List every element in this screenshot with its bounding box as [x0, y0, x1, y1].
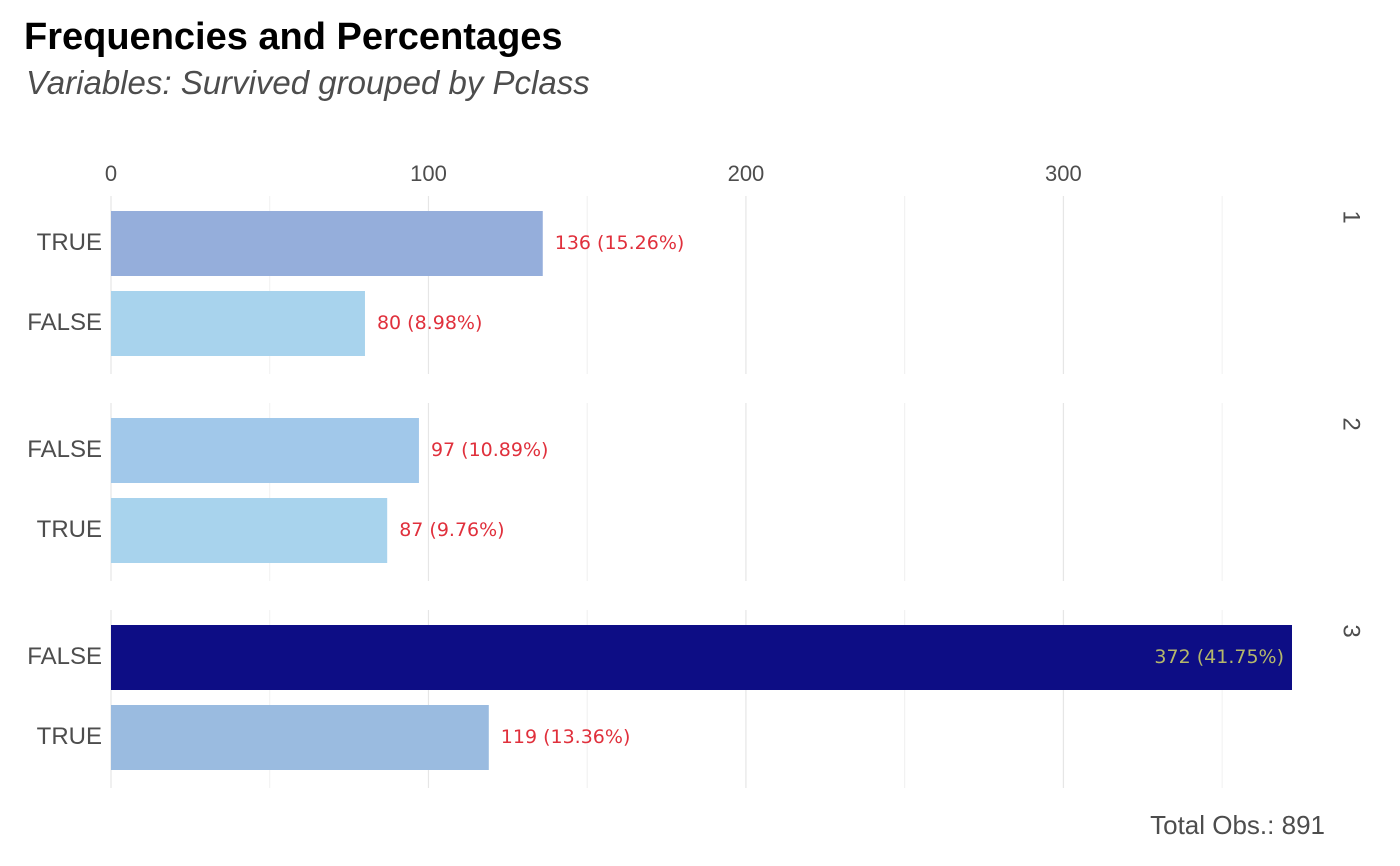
x-tick-label: 300: [1045, 161, 1082, 186]
category-label: TRUE: [37, 723, 102, 750]
category-label: TRUE: [37, 229, 102, 256]
category-label: FALSE: [27, 643, 102, 670]
facet-label: 1: [1338, 210, 1365, 223]
labels-layer: 1 TRUE 136 (15.26%) FALSE 80 (8.98%) 2 FALSE 97…: [27, 210, 1364, 750]
x-axis-ticks: 0 100 200 300: [105, 161, 1082, 186]
bar-value-label: 119 (13.36%): [501, 726, 631, 748]
facet-label: 2: [1338, 417, 1365, 430]
chart-subtitle: Variables: Survived grouped by Pclass: [26, 64, 590, 101]
category-label: FALSE: [27, 309, 102, 336]
grid-layer: [110, 196, 1223, 788]
category-label: TRUE: [37, 516, 102, 543]
x-tick-label: 200: [728, 161, 765, 186]
bar: [111, 625, 1292, 690]
x-tick-label: 100: [410, 161, 447, 186]
bar-value-label: 87 (9.76%): [399, 519, 504, 541]
bar-value-label: 136 (15.26%): [555, 232, 685, 254]
bar: [111, 211, 543, 276]
bar: [111, 418, 419, 483]
bar: [111, 498, 388, 563]
total-obs-caption: Total Obs.: 891: [1150, 810, 1325, 840]
bar-value-label: 97 (10.89%): [431, 439, 549, 461]
bar-value-label: 372 (41.75%): [1154, 646, 1284, 668]
bars-layer: [111, 211, 1292, 770]
x-tick-label: 0: [105, 161, 117, 186]
bar-value-label: 80 (8.98%): [377, 312, 482, 334]
bar: [111, 705, 489, 770]
bar: [111, 291, 365, 356]
facet-label: 3: [1338, 624, 1365, 637]
chart-title: Frequencies and Percentages: [24, 16, 563, 58]
category-label: FALSE: [27, 436, 102, 463]
